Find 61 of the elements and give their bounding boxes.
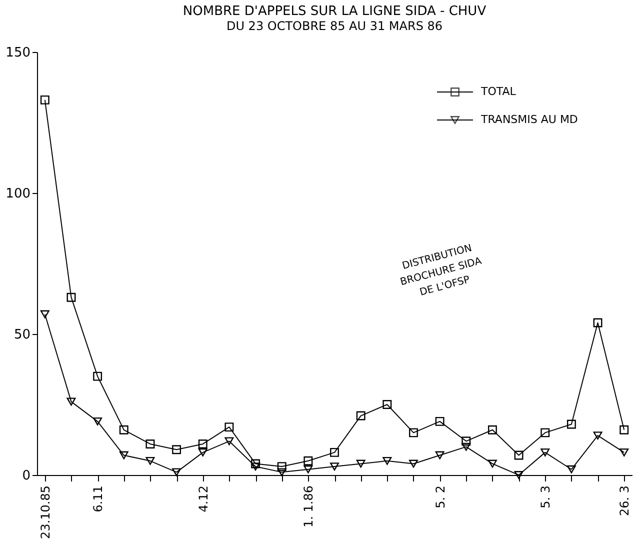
point: [198, 448, 208, 456]
point: [488, 425, 497, 434]
point: [593, 432, 602, 440]
point: [40, 95, 50, 104]
point: [409, 460, 418, 468]
legend-label: TOTAL: [480, 85, 517, 98]
point: [251, 462, 260, 470]
x-tick-label: 23.10.85: [38, 486, 52, 539]
point: [146, 456, 155, 465]
point: [172, 445, 182, 454]
y-tick-label: 100: [6, 186, 30, 202]
point: [40, 310, 50, 318]
point: [172, 468, 182, 476]
x-tick-label: 4.12: [196, 486, 210, 512]
point: [119, 451, 128, 460]
x-tick-label: 6.11: [91, 486, 106, 512]
point: [462, 442, 471, 451]
point: [514, 450, 524, 460]
point: [304, 456, 313, 466]
point: [356, 460, 366, 468]
point: [620, 425, 629, 434]
point: [488, 460, 497, 468]
x-tick-label: 26. 3: [618, 486, 632, 516]
point: [330, 462, 339, 470]
point: [146, 440, 155, 448]
point: [66, 292, 76, 302]
point: [224, 437, 234, 446]
point: [593, 318, 602, 328]
point: [462, 436, 471, 446]
point: [198, 440, 208, 448]
x-tick-label: 5. 2: [433, 486, 448, 508]
point: [224, 422, 234, 432]
point: [304, 465, 313, 474]
point: [251, 459, 260, 468]
y-tick-label: 50: [14, 328, 30, 342]
point: [620, 448, 629, 456]
chart-subtitle: DU 23 OCTOBRE 85 AU 31 MARS 86: [226, 19, 443, 33]
y-tick-label: 150: [6, 46, 30, 60]
point: [93, 372, 102, 381]
y-tick-label: 0: [22, 468, 30, 484]
point: [277, 468, 286, 476]
x-tick-label: 5. 3: [538, 486, 553, 508]
point: [566, 420, 576, 429]
point: [93, 417, 102, 426]
point: [409, 428, 418, 438]
point: [382, 400, 392, 409]
point: [66, 398, 76, 406]
x-tick-label: 1. 1.86: [302, 486, 316, 528]
point: [566, 465, 576, 474]
point: [330, 448, 339, 457]
point: [435, 416, 444, 426]
point: [514, 471, 524, 479]
point: [540, 448, 550, 456]
chart-title: NOMBRE D'APPELS SUR LA LIGNE SIDA - CHUV: [182, 4, 486, 19]
point: [119, 425, 128, 434]
point: [540, 428, 550, 438]
point: [435, 451, 444, 460]
point: [382, 456, 392, 465]
legend-label: TRANSMIS AU MD: [480, 113, 578, 126]
point: [356, 411, 366, 420]
point: [277, 462, 286, 472]
